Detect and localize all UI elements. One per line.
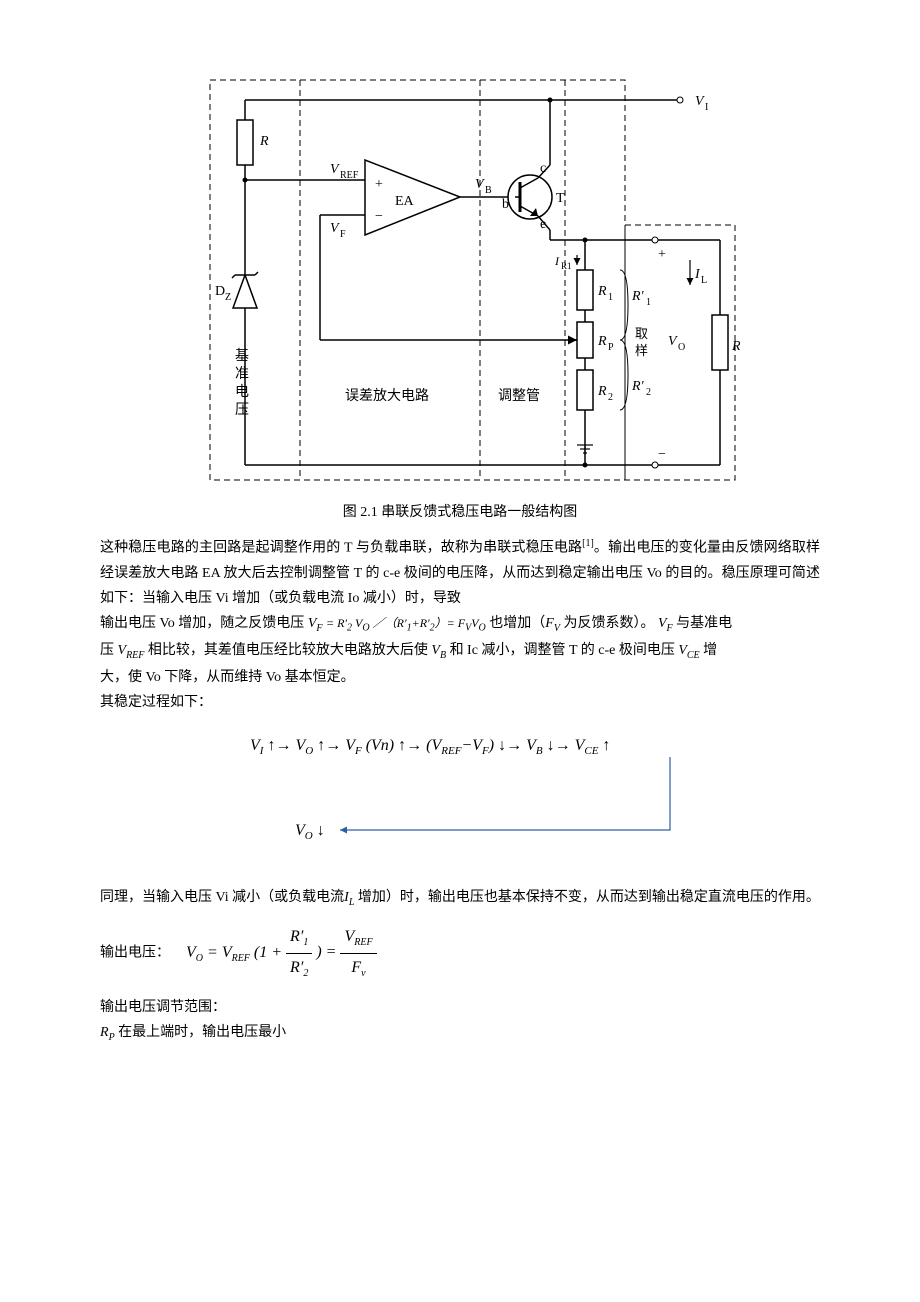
svg-text:+: +	[375, 177, 383, 192]
text: 和 Ic 减小，调整管 T 的 c-e 极间电压	[450, 643, 675, 658]
svg-text:压: 压	[235, 403, 249, 418]
text: 同理，当输入电压 Vi 减小（或负载电流	[100, 890, 344, 905]
svg-text:O: O	[678, 342, 685, 353]
svg-text:−: −	[658, 447, 666, 462]
svg-text:F: F	[340, 229, 346, 240]
label: 输出电压：	[100, 946, 170, 961]
paragraph-2: 输出电压 Vo 增加，随之反馈电压 V F = R′2 VO ／（R′1+R′2）…	[100, 611, 820, 638]
var: V	[431, 643, 440, 658]
svg-text:R: R	[731, 339, 740, 354]
svg-text:2: 2	[646, 387, 651, 398]
svg-text:准: 准	[235, 366, 249, 382]
svg-text:VI ↑→ VO ↑→ VF (Vn) ↑→ (VREF−V: VI ↑→ VO ↑→ VF (Vn) ↑→ (VREF−VF) ↓→ VB ↓…	[250, 737, 610, 757]
text: 也增加（	[489, 616, 545, 631]
svg-text:I: I	[705, 102, 708, 113]
svg-text:R′: R′	[631, 289, 645, 304]
svg-text:R: R	[597, 334, 607, 349]
svg-text:基: 基	[235, 347, 249, 364]
svg-text:V: V	[695, 94, 705, 109]
text: 相比较，其差值电压经比较放大电路放大后使	[148, 643, 428, 658]
svg-text:T: T	[556, 191, 565, 206]
svg-text:电: 电	[235, 384, 249, 400]
svg-text:R: R	[597, 284, 607, 299]
svg-text:D: D	[215, 284, 225, 299]
svg-text:R: R	[597, 384, 607, 399]
svg-text:样: 样	[635, 343, 648, 358]
eq-text: = R′2 VO ／（R′1+R′2）= FVVO	[326, 616, 486, 630]
text: 输出电压 Vo 增加，随之反馈电压	[100, 616, 304, 631]
paragraph-5: 其稳定过程如下：	[100, 690, 820, 715]
figure-caption: 图 2.1 串联反馈式稳压电路一般结构图	[100, 500, 820, 525]
svg-text:误差放大电路: 误差放大电路	[345, 388, 429, 404]
svg-text:VO ↓: VO ↓	[295, 822, 325, 842]
var: R	[100, 1025, 109, 1040]
var: F	[545, 616, 554, 631]
text: 这种稳压电路的主回路是起调整作用的 T 与负载串联，故称为串联式稳压电路	[100, 541, 582, 556]
circuit-figure: V I R DZ VREF + − EA VF VB b c e T +	[100, 60, 820, 490]
svg-text:R: R	[259, 134, 269, 149]
var: V	[118, 643, 127, 658]
svg-text:V: V	[330, 162, 340, 177]
text: 增加）时，输出电压也基本保持不变，从而达到输出稳定直流电压的作用。	[354, 890, 820, 905]
svg-text:−: −	[375, 209, 383, 224]
rp-top-line: RP 在最上端时，输出电压最小	[100, 1020, 820, 1047]
svg-text:+: +	[658, 247, 666, 262]
output-voltage-formula: 输出电压： VO = VREF (1 + R′1R′2 ) = VREFFv	[100, 923, 820, 982]
svg-text:2: 2	[608, 392, 613, 403]
svg-text:Z: Z	[225, 292, 231, 303]
range-label: 输出电压调节范围：	[100, 995, 820, 1020]
svg-text:1: 1	[646, 297, 651, 308]
sub: B	[440, 650, 446, 661]
svg-text:V: V	[668, 334, 678, 349]
svg-text:REF: REF	[340, 170, 359, 181]
svg-text:1: 1	[608, 292, 613, 303]
var: V	[658, 616, 667, 631]
paragraph-3: 压 VREF 相比较，其差值电压经比较放大电路放大后使 VB 和 Ic 减小，调…	[100, 638, 820, 665]
text: 在最上端时，输出电压最小	[115, 1025, 287, 1040]
svg-text:R′: R′	[631, 379, 645, 394]
svg-text:I: I	[694, 267, 701, 282]
text: 为反馈系数）。	[560, 616, 655, 631]
svg-text:L: L	[701, 275, 707, 286]
text: 增	[703, 643, 717, 658]
sub: F	[316, 623, 322, 634]
svg-text:R1: R1	[561, 261, 572, 271]
paragraph-1: 这种稳压电路的主回路是起调整作用的 T 与负载串联，故称为串联式稳压电路[1]。…	[100, 535, 820, 611]
svg-text:V: V	[330, 221, 340, 236]
sub: CE	[687, 650, 700, 661]
text: 与基准电	[673, 616, 733, 631]
svg-text:P: P	[608, 342, 614, 353]
paragraph-4: 大，使 Vo 下降，从而维持 Vo 基本恒定。	[100, 665, 820, 690]
svg-text:I: I	[554, 254, 560, 268]
text: 压	[100, 643, 114, 658]
feedback-chain: VI ↑→ VO ↑→ VF (Vn) ↑→ (VREF−VF) ↓→ VB ↓…	[180, 725, 740, 864]
var: V	[678, 643, 687, 658]
paragraph-6: 同理，当输入电压 Vi 减小（或负载电流IL 增加）时，输出电压也基本保持不变，…	[100, 885, 820, 912]
citation: [1]	[582, 538, 594, 549]
svg-text:EA: EA	[395, 194, 415, 209]
sub: REF	[126, 650, 144, 661]
svg-text:V: V	[475, 177, 485, 192]
svg-text:调整管: 调整管	[498, 388, 540, 404]
svg-text:B: B	[485, 185, 492, 196]
svg-text:取: 取	[635, 326, 648, 341]
